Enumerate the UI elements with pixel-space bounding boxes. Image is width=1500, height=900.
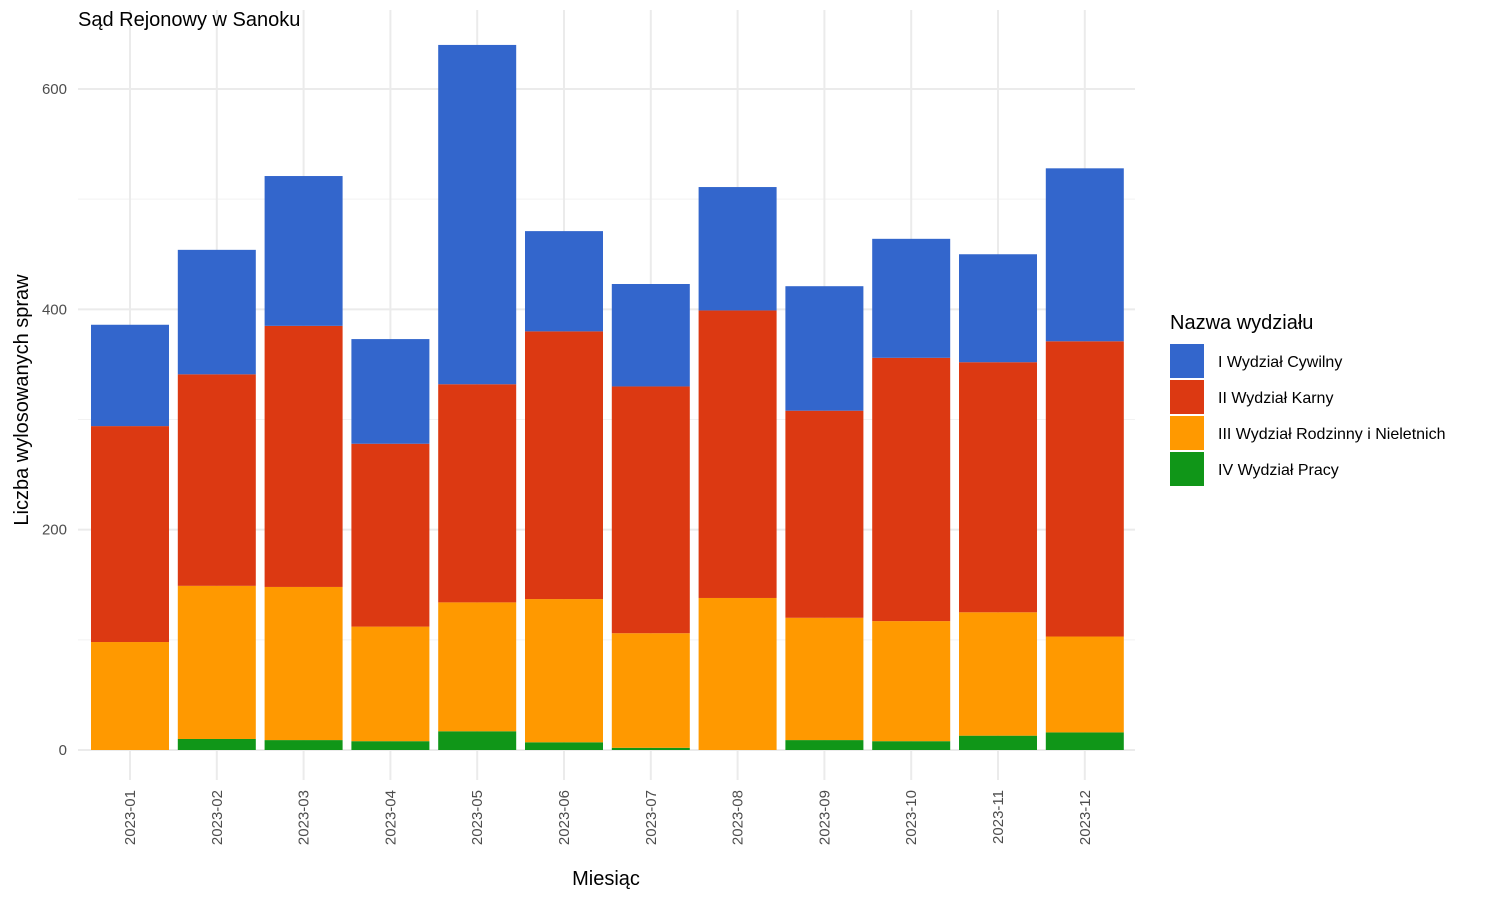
x-tick-label: 2023-09: [816, 790, 833, 845]
bar-segment: [785, 740, 864, 750]
bar-segment: [872, 741, 951, 750]
bar-segment: [872, 357, 951, 622]
legend-label: II Wydział Karny: [1218, 390, 1333, 407]
y-tick-label: 200: [42, 522, 67, 539]
bar-segment: [91, 324, 169, 427]
bar-segment: [525, 231, 603, 332]
chart-title: Sąd Rejonowy w Sanoku: [78, 9, 300, 31]
bar-segment: [438, 602, 517, 732]
legend-key: [1170, 416, 1204, 450]
bar-segment: [959, 254, 1037, 363]
bar-segment: [91, 642, 169, 750]
x-tick-label: 2023-11: [990, 790, 1007, 844]
legend-key: [1170, 344, 1204, 378]
bar-segment: [785, 410, 864, 618]
x-axis-title: Miesiąc: [572, 868, 640, 890]
x-tick-label: 2023-06: [556, 790, 573, 845]
x-tick-label: 2023-04: [382, 790, 399, 845]
bar-segment: [959, 735, 1037, 750]
x-tick-label: 2023-02: [209, 790, 226, 845]
legend-label: IV Wydział Pracy: [1218, 462, 1339, 479]
bar-segment: [264, 325, 343, 587]
x-axis-ticks: 2023-01 2023-02 2023-03 2023-04 2023-05 2023-…: [122, 790, 1094, 845]
bar-segment: [177, 585, 256, 739]
bar-segment: [438, 384, 517, 603]
bar-segment: [351, 443, 430, 627]
bar-segment: [611, 747, 690, 750]
bar-segment: [698, 310, 777, 598]
bar-segment: [264, 176, 343, 326]
bar-segment: [785, 617, 864, 741]
legend-label: I Wydział Cywilny: [1218, 354, 1342, 371]
bar-segment: [959, 362, 1037, 613]
bar-segment: [1045, 168, 1124, 342]
bar-segment: [1045, 341, 1124, 637]
x-tick-label: 2023-07: [643, 790, 660, 845]
bar-segment: [351, 339, 430, 444]
bar-segment: [1045, 732, 1124, 750]
bar-segment: [611, 633, 690, 748]
bar-segment: [91, 426, 169, 643]
bar-segment: [177, 374, 256, 586]
bar-segment: [872, 621, 951, 742]
bar-segment: [351, 626, 430, 742]
x-tick-label: 2023-12: [1077, 790, 1094, 845]
bar-segment: [698, 187, 777, 311]
bar-segment: [611, 283, 690, 387]
bar-segment: [872, 238, 951, 358]
bar-segment: [525, 599, 603, 743]
legend-title: Nazwa wydziału: [1170, 312, 1313, 334]
bars: [91, 44, 1124, 750]
y-tick-label: 0: [59, 742, 67, 759]
legend-label: III Wydział Rodzinny i Nieletnich: [1218, 426, 1446, 443]
legend: Nazwa wydziału I Wydział Cywilny II Wydzi…: [1170, 312, 1446, 486]
bar-segment: [438, 731, 517, 750]
bar-segment: [959, 612, 1037, 736]
x-tick-label: 2023-01: [122, 790, 139, 845]
bar-segment: [1045, 636, 1124, 733]
legend-key: [1170, 452, 1204, 486]
bar-segment: [698, 597, 777, 750]
bar-segment: [438, 44, 517, 385]
y-tick-label: 400: [42, 301, 67, 318]
y-tick-label: 600: [42, 81, 67, 98]
bar-segment: [177, 249, 256, 375]
bar-segment: [525, 742, 603, 750]
x-tick-label: 2023-05: [469, 790, 486, 845]
y-axis-title: Liczba wylosowanych spraw: [11, 274, 33, 526]
bar-segment: [264, 586, 343, 741]
x-tick-label: 2023-10: [903, 790, 920, 845]
bar-segment: [525, 331, 603, 600]
bar-segment: [264, 740, 343, 750]
bar-segment: [177, 738, 256, 750]
legend-key: [1170, 380, 1204, 414]
x-tick-label: 2023-08: [730, 790, 747, 845]
bar-segment: [351, 741, 430, 750]
x-tick-label: 2023-03: [296, 790, 313, 845]
bar-segment: [611, 386, 690, 634]
bar-segment: [785, 286, 864, 411]
y-axis-ticks: 0 200 400 600: [42, 81, 67, 759]
